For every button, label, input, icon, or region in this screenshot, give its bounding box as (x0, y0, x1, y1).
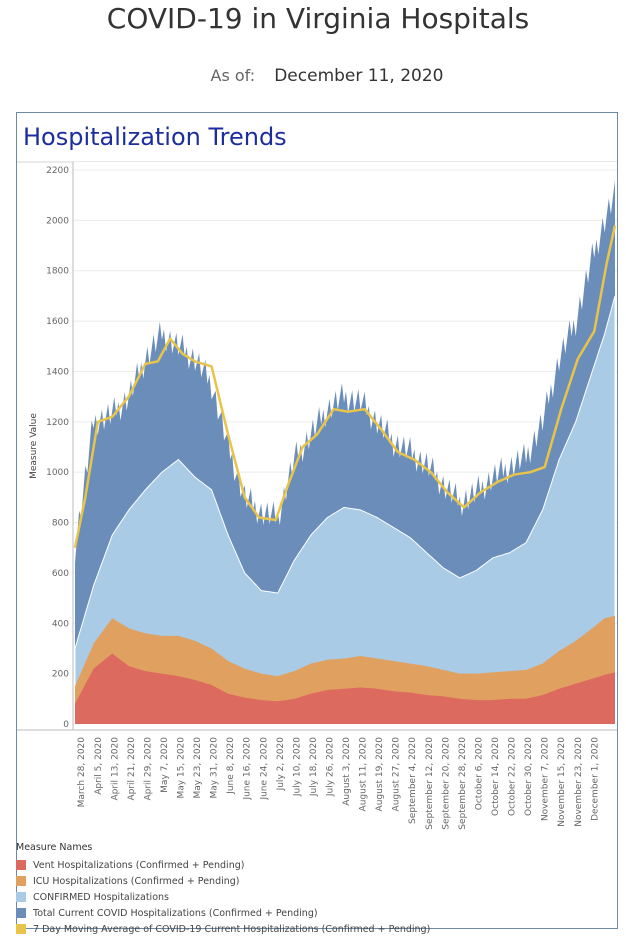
legend-swatch (16, 908, 26, 918)
series-areas (74, 180, 616, 725)
x-tick-label: May 7, 2020 (160, 737, 170, 793)
x-tick-label: November 7, 2020 (541, 737, 551, 821)
x-tick-label: September 28, 2020 (458, 737, 468, 830)
y-tick-label: 2000 (46, 216, 69, 226)
x-tick-label: May 15, 2020 (177, 737, 187, 799)
area-series (75, 653, 615, 724)
legend-swatch (16, 892, 26, 902)
x-tick-label: August 3, 2020 (342, 737, 352, 806)
y-axis-label: Measure Value (29, 413, 39, 479)
legend-item[interactable]: Vent Hospitalizations (Confirmed + Pendi… (16, 857, 430, 873)
chart-card: Hospitalization Trends (16, 112, 618, 929)
y-tick-label: 1200 (46, 418, 69, 428)
legend-swatch (16, 860, 26, 870)
x-tick-label: August 11, 2020 (359, 737, 369, 812)
y-tick-label: 200 (52, 670, 69, 680)
x-tick-label: April 21, 2020 (127, 737, 137, 801)
x-tick-label: October 30, 2020 (524, 737, 534, 816)
x-tick-label: October 6, 2020 (474, 737, 484, 811)
x-tick-label: September 4, 2020 (408, 737, 418, 824)
as-of-row: As of: December 11, 2020 (0, 66, 626, 86)
as-of-date: December 11, 2020 (274, 66, 444, 86)
y-tick-label: 800 (52, 519, 69, 529)
x-tick-label: December 1, 2020 (590, 737, 600, 821)
x-tick-label: November 15, 2020 (557, 737, 567, 827)
legend-title: Measure Names (16, 842, 93, 853)
x-tick-label: July 18, 2020 (309, 737, 319, 797)
y-tick-label: 400 (52, 619, 69, 629)
x-tick-label: June 16, 2020 (243, 737, 253, 801)
x-tick-label: October 22, 2020 (508, 737, 518, 816)
x-tick-label: July 10, 2020 (292, 737, 302, 797)
series-lines (73, 225, 617, 548)
x-tick-label: March 28, 2020 (77, 737, 87, 808)
legend-items: Vent Hospitalizations (Confirmed + Pendi… (16, 857, 430, 937)
x-tick-label: September 20, 2020 (441, 737, 451, 830)
legend-item[interactable]: 7 Day Moving Average of COVID-19 Current… (16, 921, 430, 937)
legend-swatch (16, 876, 26, 886)
legend-item[interactable]: Total Current COVID Hospitalizations (Co… (16, 905, 430, 921)
x-tick-label: April 5, 2020 (94, 737, 104, 795)
y-tick-label: 1000 (46, 468, 69, 478)
y-tick-label: 2200 (46, 166, 69, 176)
legend-swatch (16, 924, 26, 934)
legend-item[interactable]: CONFIRMED Hospitalizations (16, 889, 430, 905)
y-tick-labels: 0 200 400 600 800 1000 1200 1400 1600 1800 2000 220… (46, 166, 69, 730)
legend-item[interactable]: ICU Hospitalizations (Confirmed + Pendin… (16, 873, 430, 889)
y-tick-label: 0 (63, 720, 69, 730)
legend: Measure Names Vent Hospitalizations (Con… (16, 842, 430, 937)
x-tick-label: June 8, 2020 (226, 737, 236, 795)
y-tick-label: 1800 (46, 267, 69, 277)
x-tick-label: October 14, 2020 (491, 737, 501, 816)
moving-average-line (73, 225, 617, 548)
x-tick-label: August 27, 2020 (392, 737, 402, 812)
x-tick-label: June 24, 2020 (259, 737, 269, 801)
legend-label: Vent Hospitalizations (Confirmed + Pendi… (33, 859, 245, 871)
y-tick-label: 600 (52, 569, 69, 579)
area-series (74, 295, 616, 725)
legend-label: ICU Hospitalizations (Confirmed + Pendin… (33, 875, 240, 887)
x-tick-label: May 31, 2020 (210, 737, 220, 799)
chart-title: Hospitalization Trends (23, 123, 287, 151)
x-tick-label: April 29, 2020 (143, 737, 153, 801)
x-tick-labels: March 28, 2020 April 5, 2020 April 13, 202… (77, 737, 600, 830)
x-tick-label: July 26, 2020 (325, 737, 335, 797)
legend-label: CONFIRMED Hospitalizations (33, 891, 169, 903)
page-title: COVID-19 in Virginia Hospitals (106, 2, 530, 35)
x-tick-label: April 13, 2020 (110, 737, 120, 801)
x-tick-label: August 19, 2020 (375, 737, 385, 812)
x-tick-label: November 23, 2020 (574, 737, 584, 827)
legend-label: 7 Day Moving Average of COVID-19 Current… (33, 923, 431, 935)
x-tick-label: July 2, 2020 (276, 737, 286, 792)
as-of-label: As of: (210, 66, 256, 85)
x-tick-label: May 23, 2020 (193, 737, 203, 799)
legend-label: Total Current COVID Hospitalizations (Co… (33, 907, 318, 919)
y-tick-label: 1400 (46, 367, 69, 377)
hospitalization-chart: 0 200 400 600 800 1000 1200 1400 1600 1800 2000 220… (17, 161, 617, 830)
x-tick-label: September 12, 2020 (425, 737, 435, 830)
y-tick-label: 1600 (46, 317, 69, 327)
